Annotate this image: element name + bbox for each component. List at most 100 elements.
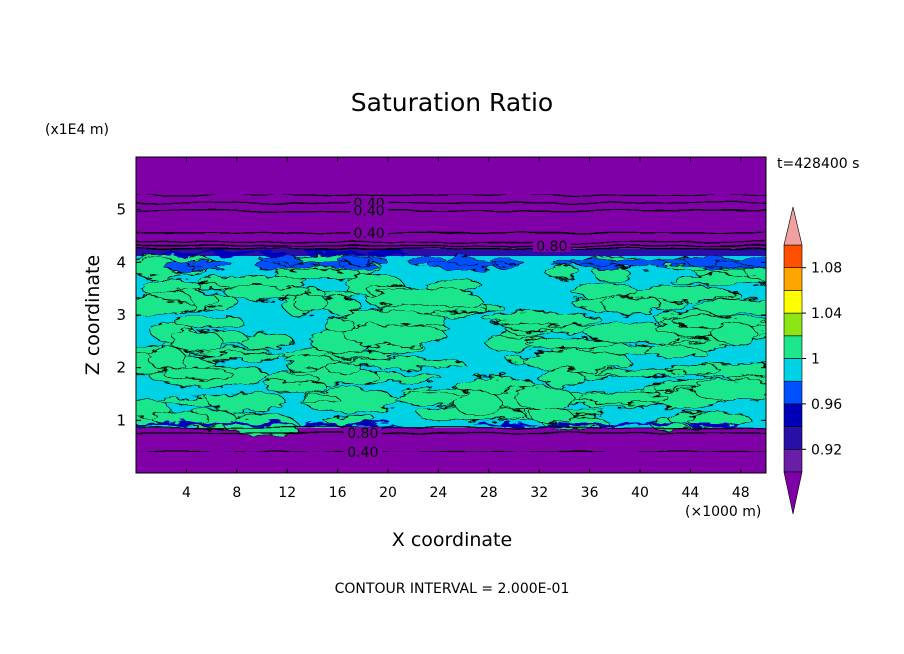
supersaturated-patch xyxy=(207,392,286,412)
top-edge-patch xyxy=(261,249,284,256)
colorbar-segment xyxy=(783,380,803,405)
colorbar-tick-label: 0.96 xyxy=(811,397,842,413)
edge-patch xyxy=(490,258,523,265)
contour-label-backing xyxy=(350,204,389,217)
supersaturated-patch xyxy=(693,379,766,401)
supersaturated-patch xyxy=(685,412,752,427)
colorbar-over-arrow xyxy=(783,206,803,246)
x-tick-label: 32 xyxy=(530,485,548,501)
colorbar-segment xyxy=(783,335,803,359)
bottom-edge-patch xyxy=(299,423,328,427)
colorbar-segment xyxy=(783,290,803,314)
y-tick-label: 1 xyxy=(116,411,126,429)
bottom-edge-patch xyxy=(163,423,230,427)
supersaturated-patch xyxy=(668,274,764,286)
supersaturated-patch xyxy=(293,294,328,313)
top-edge-patch xyxy=(366,249,406,256)
colorbar-segment xyxy=(783,358,803,382)
supersaturated-patch xyxy=(529,408,574,423)
x-tick-label: 20 xyxy=(379,485,397,501)
contour-label-backing xyxy=(532,240,571,253)
contour-lines xyxy=(136,194,766,453)
supersaturated-patch xyxy=(592,369,689,378)
supersaturated-patch xyxy=(525,337,616,350)
top-edge-patch xyxy=(203,251,238,255)
colorbar-segment xyxy=(783,403,803,427)
edge-patch xyxy=(733,257,766,266)
contour-labels: 0.400.400.400.800.800.40 xyxy=(343,196,571,461)
supersaturated-patch xyxy=(170,330,223,354)
bottom-edge-patch xyxy=(683,423,740,427)
supersaturated-patch xyxy=(150,410,210,425)
y-tick-label: 4 xyxy=(116,253,126,271)
supersaturated-patch xyxy=(454,391,502,416)
supersaturated-patch xyxy=(148,347,186,371)
x-tick-label: 36 xyxy=(581,485,599,501)
contour-label: 0.40 xyxy=(354,204,385,220)
x-tick-label: 16 xyxy=(329,485,347,501)
bottom-edge-patch xyxy=(335,423,402,427)
supersaturated-patch xyxy=(544,265,580,278)
colorbar-segment xyxy=(783,448,803,473)
x-axis-label: X coordinate xyxy=(392,529,512,551)
edge-patch xyxy=(611,258,669,269)
supersaturated-patch xyxy=(346,358,465,369)
humid-layer-texture xyxy=(136,249,766,437)
y-tick-label: 5 xyxy=(116,201,126,219)
colorbar-tick-label: 1 xyxy=(811,352,820,368)
supersaturated-patch xyxy=(711,321,756,345)
supersaturated-patch xyxy=(174,316,244,329)
colorbar-tick-label: 1.08 xyxy=(811,261,842,277)
band-2 xyxy=(136,248,766,257)
x-tick-label: 8 xyxy=(232,485,241,501)
edge-patch xyxy=(339,263,379,271)
supersaturated-patch xyxy=(273,268,362,280)
edge-patch xyxy=(343,256,374,264)
supersaturated-patch xyxy=(300,393,340,405)
y-tick-label: 2 xyxy=(116,359,126,377)
supersaturated-patch xyxy=(569,282,637,298)
contour-label-backing xyxy=(350,226,389,239)
bottom-edge-patch xyxy=(473,423,538,427)
supersaturated-patch xyxy=(343,323,447,348)
chart-title: Saturation Ratio xyxy=(351,88,553,117)
supersaturated-patch xyxy=(136,297,197,317)
y-tick-label: 3 xyxy=(116,306,126,324)
supersaturated-patch xyxy=(197,275,309,288)
colorbar-segment xyxy=(783,426,803,450)
supersaturated-patch xyxy=(521,350,630,371)
supersaturated-patch xyxy=(594,267,632,283)
colorbar-tick-label: 1.04 xyxy=(811,306,842,322)
band-0 xyxy=(136,427,766,473)
x-axis-ticks: 4 8 12 16 20 24 28 32 36 40 44 48 xyxy=(182,157,750,501)
contour-label-backing xyxy=(343,426,382,439)
supersaturated-patch xyxy=(482,312,601,326)
supersaturated-patch xyxy=(163,367,233,381)
time-label: t=428400 s xyxy=(777,156,859,172)
y-axis-ticks: 1 2 3 4 5 xyxy=(116,201,766,429)
supersaturated-patch xyxy=(692,299,766,316)
edge-patch xyxy=(406,255,446,265)
edge-patch xyxy=(163,262,194,272)
x-tick-label: 24 xyxy=(429,485,447,501)
edge-patch xyxy=(260,255,302,264)
contour-label: 0.40 xyxy=(354,226,385,242)
contour-label: 0.80 xyxy=(347,426,378,442)
contour-interval-footer: CONTOUR INTERVAL = 2.000E-01 xyxy=(335,581,570,597)
supersaturated-patch xyxy=(577,392,670,404)
x-tick-label: 28 xyxy=(480,485,498,501)
top-edge-patch xyxy=(159,250,200,256)
colorbar-segment xyxy=(783,312,803,337)
top-edge-patch xyxy=(329,250,364,255)
y-unit-label: (x1E4 m) xyxy=(45,122,109,138)
x-tick-label: 48 xyxy=(732,485,750,501)
supersaturated-patch xyxy=(264,372,319,383)
x-tick-label: 44 xyxy=(681,485,699,501)
bottom-edge-patch xyxy=(136,423,163,427)
x-unit-label: (×1000 m) xyxy=(685,504,761,520)
x-tick-label: 40 xyxy=(631,485,649,501)
y-axis-label: Z coordinate xyxy=(82,255,104,375)
supersaturated-patch xyxy=(377,303,462,314)
bottom-edge-patch xyxy=(602,423,654,427)
